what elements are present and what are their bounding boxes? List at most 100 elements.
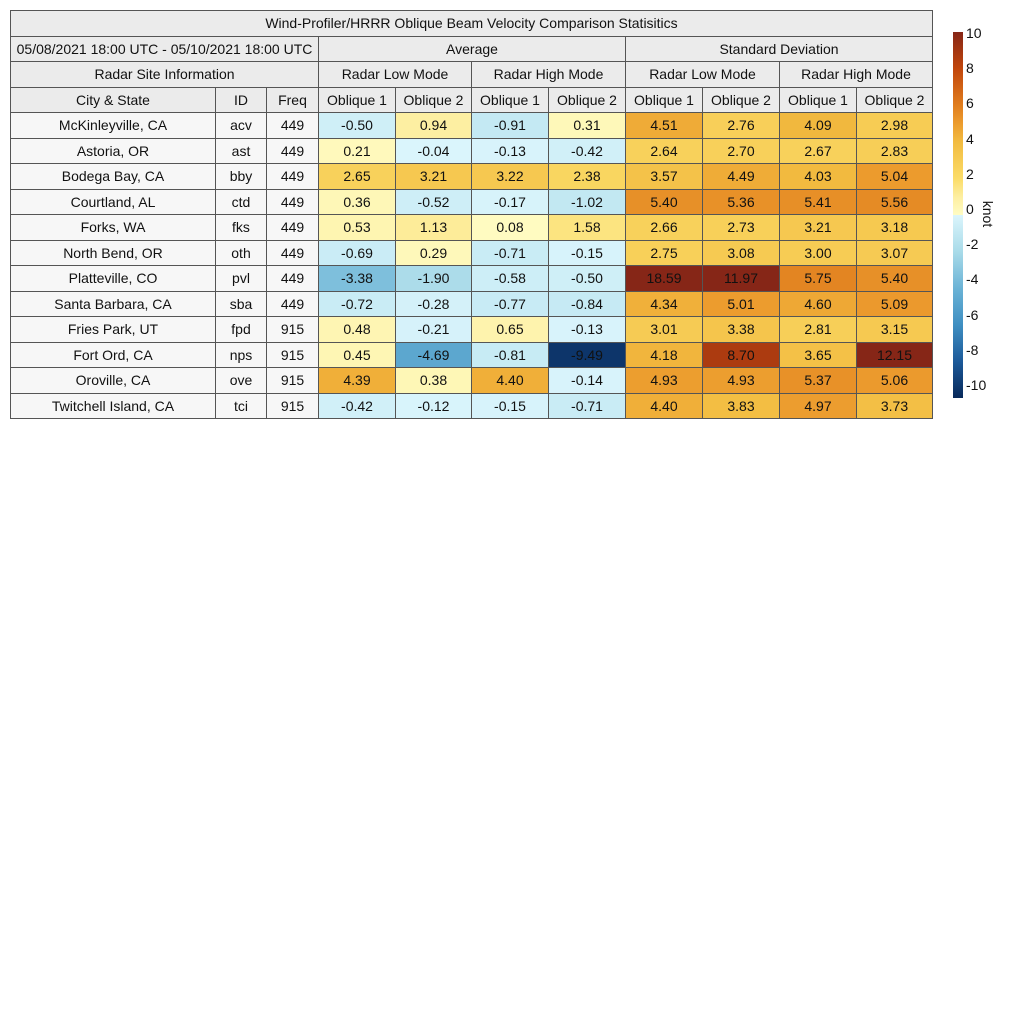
table-row: Bodega Bay, CA bby 449 2.65 3.21 3.22 2.38 3.57…: [10, 163, 933, 190]
heatmap-cell: 3.01: [625, 316, 703, 343]
site-freq: 449: [266, 265, 319, 292]
site-freq: 449: [266, 290, 319, 317]
colorbar-tick: -6: [966, 306, 979, 323]
site-city: Courtland, AL: [10, 188, 216, 215]
site-freq: 915: [266, 341, 319, 368]
heatmap-cell: -0.42: [318, 392, 396, 419]
heatmap-cell: 2.66: [625, 214, 703, 241]
heatmap-cell: -0.17: [471, 188, 549, 215]
heatmap-cell: 0.65: [471, 316, 549, 343]
site-id: sba: [215, 290, 267, 317]
colorbar-tick: 4: [966, 130, 974, 147]
site-city: Fries Park, UT: [10, 316, 216, 343]
statistics-table: Wind-Profiler/HRRR Oblique Beam Velocity…: [10, 10, 933, 419]
heatmap-cell: 2.76: [702, 112, 780, 139]
heatmap-cell: 3.21: [395, 163, 472, 190]
site-freq: 915: [266, 392, 319, 419]
heatmap-cell: 0.29: [395, 239, 472, 266]
heatmap-cell: -0.71: [471, 239, 549, 266]
oblique-header: Oblique 2: [856, 86, 933, 113]
site-id: pvl: [215, 265, 267, 292]
heatmap-cell: 4.40: [625, 392, 703, 419]
heatmap-cell: 0.45: [318, 341, 396, 368]
heatmap-cell: -9.49: [548, 341, 626, 368]
avg-high-mode-header: Radar High Mode: [471, 61, 626, 88]
heatmap-cell: 2.70: [702, 137, 780, 164]
colorbar-tick: -4: [966, 271, 979, 288]
site-city: Santa Barbara, CA: [10, 290, 216, 317]
heatmap-cell: 2.73: [702, 214, 780, 241]
site-id: ast: [215, 137, 267, 164]
heatmap-cell: 5.01: [702, 290, 780, 317]
heatmap-cell: -0.50: [548, 265, 626, 292]
heatmap-cell: -0.14: [548, 367, 626, 394]
oblique-header: Oblique 1: [318, 86, 396, 113]
heatmap-cell: -0.42: [548, 137, 626, 164]
colorbar: [953, 32, 963, 398]
heatmap-cell: 2.38: [548, 163, 626, 190]
site-city: Twitchell Island, CA: [10, 392, 216, 419]
table-row: Twitchell Island, CA tci 915 -0.42 -0.12 -0.1…: [10, 392, 933, 419]
site-info-header: Radar Site Information: [10, 61, 319, 88]
site-freq: 449: [266, 137, 319, 164]
site-city: North Bend, OR: [10, 239, 216, 266]
heatmap-cell: -0.81: [471, 341, 549, 368]
heatmap-cell: 5.37: [779, 367, 857, 394]
heatmap-cell: -0.52: [395, 188, 472, 215]
site-city: Oroville, CA: [10, 367, 216, 394]
heatmap-cell: -0.21: [395, 316, 472, 343]
table-row: Platteville, CO pvl 449 -3.38 -1.90 -0.58 -0.5…: [10, 265, 933, 292]
heatmap-cell: 4.39: [318, 367, 396, 394]
heatmap-cell: 5.36: [702, 188, 780, 215]
heatmap-cell: -0.13: [471, 137, 549, 164]
heatmap-cell: 5.56: [856, 188, 933, 215]
colorbar-tick: 6: [966, 95, 974, 112]
heatmap-cell: 0.38: [395, 367, 472, 394]
heatmap-cell: 2.81: [779, 316, 857, 343]
heatmap-cell: 3.65: [779, 341, 857, 368]
freq-header: Freq: [266, 86, 319, 113]
colorbar-tick: 8: [966, 60, 974, 77]
heatmap-cell: 4.18: [625, 341, 703, 368]
heatmap-cell: 3.21: [779, 214, 857, 241]
heatmap-cell: 2.64: [625, 137, 703, 164]
colorbar-tick: -2: [966, 236, 979, 253]
heatmap-cell: 3.73: [856, 392, 933, 419]
heatmap-cell: -0.84: [548, 290, 626, 317]
heatmap-cell: 2.65: [318, 163, 396, 190]
heatmap-cell: 4.34: [625, 290, 703, 317]
oblique-header: Oblique 2: [395, 86, 472, 113]
heatmap-cell: -0.58: [471, 265, 549, 292]
city-header: City & State: [10, 86, 216, 113]
heatmap-cell: 2.98: [856, 112, 933, 139]
heatmap-cell: 8.70: [702, 341, 780, 368]
heatmap-cell: -3.38: [318, 265, 396, 292]
table-row: Astoria, OR ast 449 0.21 -0.04 -0.13 -0.42 2.64…: [10, 137, 933, 164]
site-id: fpd: [215, 316, 267, 343]
heatmap-cell: 0.21: [318, 137, 396, 164]
heatmap-cell: -1.02: [548, 188, 626, 215]
date-range: 05/08/2021 18:00 UTC - 05/10/2021 18:00 …: [10, 35, 319, 62]
table-row: Fries Park, UT fpd 915 0.48 -0.21 0.65 -0.13 3.…: [10, 316, 933, 343]
oblique-header: Oblique 1: [471, 86, 549, 113]
heatmap-cell: 5.40: [856, 265, 933, 292]
heatmap-cell: 2.75: [625, 239, 703, 266]
heatmap-cell: 5.09: [856, 290, 933, 317]
heatmap-cell: -0.04: [395, 137, 472, 164]
heatmap-cell: 5.75: [779, 265, 857, 292]
table-row: Santa Barbara, CA sba 449 -0.72 -0.28 -0.77 -0…: [10, 290, 933, 317]
heatmap-cell: 0.53: [318, 214, 396, 241]
colorbar-tick: -8: [966, 341, 979, 358]
site-freq: 915: [266, 316, 319, 343]
heatmap-cell: 1.58: [548, 214, 626, 241]
heatmap-cell: 3.38: [702, 316, 780, 343]
site-city: Fort Ord, CA: [10, 341, 216, 368]
site-freq: 915: [266, 367, 319, 394]
site-freq: 449: [266, 214, 319, 241]
oblique-header: Oblique 1: [625, 86, 703, 113]
heatmap-cell: 4.60: [779, 290, 857, 317]
average-header: Average: [318, 35, 626, 62]
site-city: Astoria, OR: [10, 137, 216, 164]
heatmap-cell: 5.40: [625, 188, 703, 215]
heatmap-cell: 12.15: [856, 341, 933, 368]
